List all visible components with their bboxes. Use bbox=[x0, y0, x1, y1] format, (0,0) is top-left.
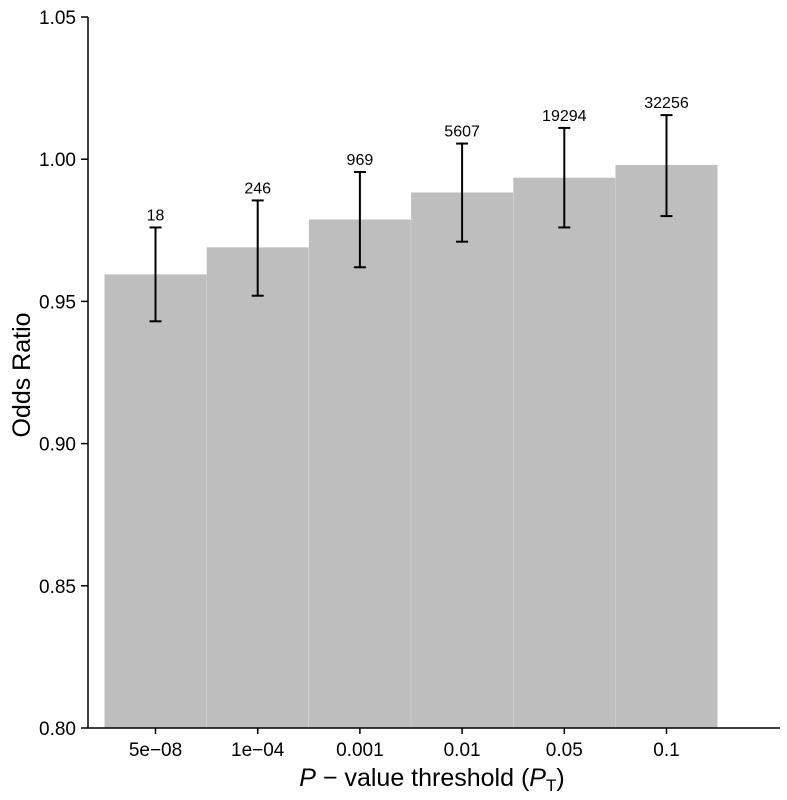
y-tick-label-0: 0.80 bbox=[39, 719, 76, 740]
data-label-0: 18 bbox=[147, 207, 165, 224]
x-axis-title-p-symbol: P bbox=[299, 764, 316, 792]
bars-layer bbox=[104, 164, 718, 728]
bar-4 bbox=[513, 177, 616, 728]
x-axis-title-sub-symbol: P bbox=[529, 764, 546, 792]
error-bar-4 bbox=[558, 126, 571, 229]
bar-3 bbox=[411, 192, 514, 728]
error-bar-3 bbox=[456, 142, 469, 243]
x-tick-label-3: 0.01 bbox=[444, 740, 481, 761]
x-tick-label-4: 0.05 bbox=[546, 740, 583, 761]
bar-0 bbox=[104, 274, 207, 728]
y-tick-label-3: 0.95 bbox=[39, 292, 76, 313]
y-tick-label-4: 1.00 bbox=[39, 150, 76, 171]
error-bar-1 bbox=[251, 199, 264, 297]
x-axis-title-close-paren: ) bbox=[556, 764, 564, 792]
data-label-2: 969 bbox=[347, 152, 374, 169]
x-axis-title-text: − value threshold bbox=[316, 764, 521, 792]
x-tick-label-1: 1e−04 bbox=[231, 740, 285, 761]
y-tick-label-1: 0.85 bbox=[39, 577, 76, 598]
error-bar-5 bbox=[660, 114, 673, 218]
x-tick-label-5: 0.1 bbox=[653, 740, 679, 761]
axes-layer: 5e−08 1e−04 0.001 0.01 0.05 0.1 0.80 0.85 0.90 0.… bbox=[39, 8, 780, 761]
x-axis-title: P − value threshold (PT) bbox=[299, 764, 564, 795]
data-label-5: 32256 bbox=[644, 95, 689, 112]
y-tick-label-2: 0.90 bbox=[39, 435, 76, 456]
data-label-4: 19294 bbox=[542, 108, 587, 125]
data-label-1: 246 bbox=[244, 180, 271, 197]
x-tick-label-0: 5e−08 bbox=[129, 740, 182, 761]
y-tick-label-5: 1.05 bbox=[39, 8, 76, 29]
bar-2 bbox=[308, 219, 411, 728]
bar-5 bbox=[615, 164, 718, 728]
y-axis-title: Odds Ratio bbox=[8, 312, 36, 437]
x-axis-title-open-paren: ( bbox=[521, 764, 530, 792]
x-axis-title-subscript: T bbox=[546, 776, 556, 795]
data-labels-layer: 18 246 969 5607 19294 32256 bbox=[147, 95, 689, 224]
data-label-3: 5607 bbox=[444, 124, 480, 141]
error-bar-2 bbox=[353, 170, 366, 269]
error-bars-layer bbox=[149, 114, 673, 323]
bar-1 bbox=[206, 247, 309, 728]
error-bar-0 bbox=[149, 226, 162, 323]
x-tick-label-2: 0.001 bbox=[336, 740, 384, 761]
